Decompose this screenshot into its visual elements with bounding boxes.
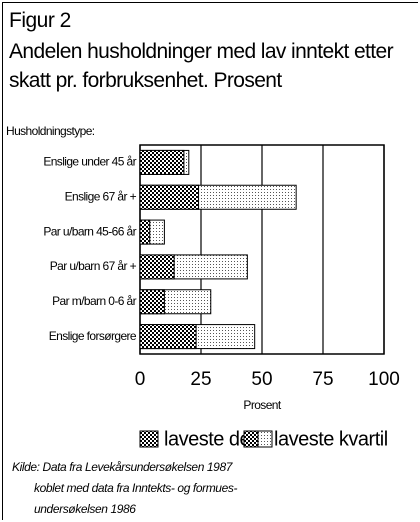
bar <box>139 149 185 175</box>
chart-title: Andelen husholdninger med lav inntekt et… <box>9 40 394 92</box>
legend-swatch <box>243 430 259 448</box>
y-tick-label: Par m/barn 0-6 år <box>52 294 136 308</box>
y-tick-label: Enslige 67 år + <box>65 189 137 203</box>
source-note: undersøkelsen 1986 <box>34 502 136 516</box>
figure-number: Figur 2 <box>9 9 71 32</box>
x-tick-label: 25 <box>190 369 211 390</box>
y-tick-label: Enslige forsørgere <box>49 329 137 343</box>
x-tick-label: 0 <box>135 369 146 390</box>
bar <box>139 289 165 315</box>
source-note: Kilde: Data fra Levekårsundersøkelsen 19… <box>12 460 234 474</box>
axis-title: Husholdningstype: <box>6 124 95 138</box>
bar <box>139 184 200 210</box>
y-tick-label: Par u/barn 45-66 år <box>43 224 136 238</box>
source-note: koblet med data fra Inntekts- og formues… <box>34 481 237 495</box>
x-axis-title: Prosent <box>243 398 281 412</box>
legend-label: laveste desil <box>164 428 268 450</box>
x-tick-label: 50 <box>251 369 272 390</box>
y-tick-label: Enslige under 45 år <box>43 155 136 169</box>
bar <box>139 219 151 245</box>
legend-swatch <box>257 430 273 448</box>
legend-label: laveste kvartil <box>274 428 388 450</box>
x-tick-label: 75 <box>312 369 333 390</box>
y-tick-label: Par u/barn 67 år + <box>50 259 137 273</box>
bar <box>139 324 197 350</box>
bar <box>139 254 175 280</box>
x-tick-label: 100 <box>368 369 400 390</box>
legend-swatch <box>139 430 159 448</box>
